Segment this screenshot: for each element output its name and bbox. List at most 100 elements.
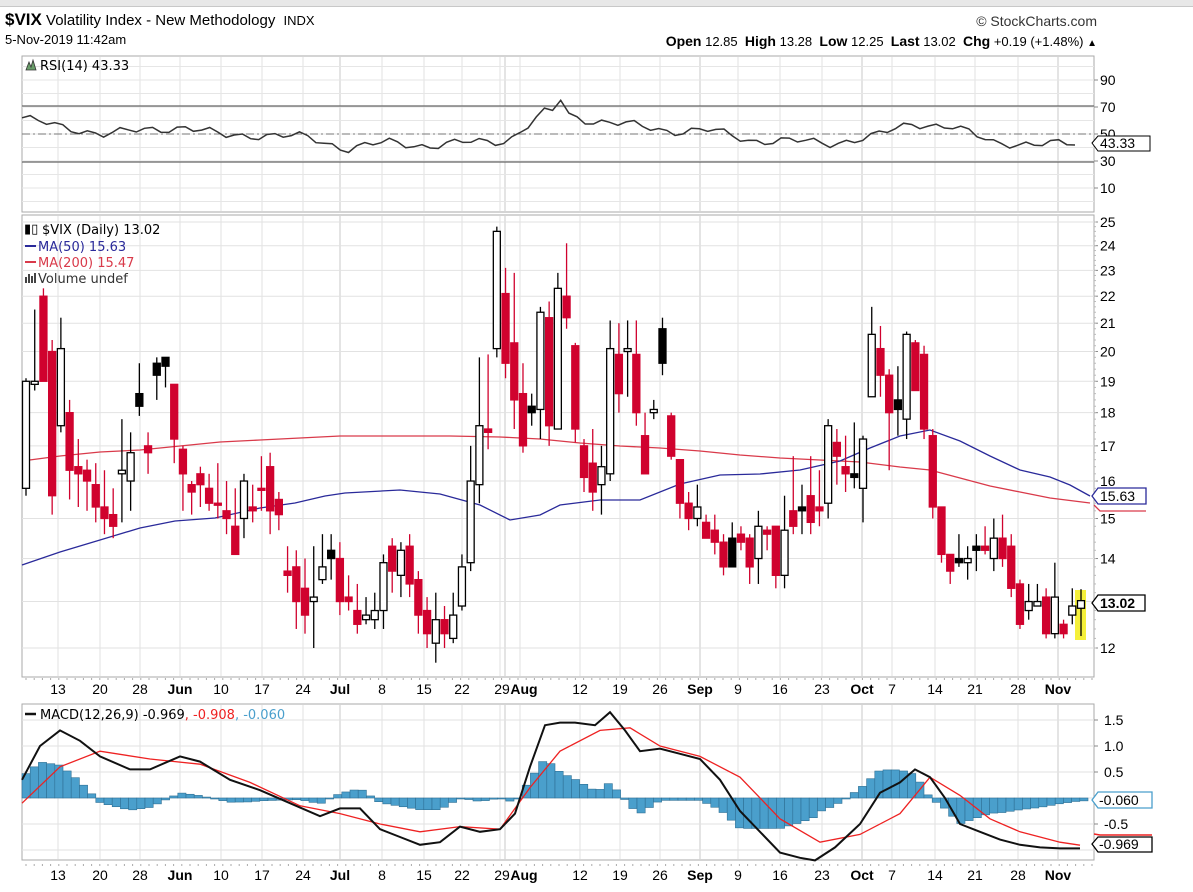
svg-text:28: 28 xyxy=(1010,681,1026,697)
candle xyxy=(841,466,850,475)
svg-text:23: 23 xyxy=(1100,262,1116,278)
signal-legend: , -0.908 xyxy=(185,708,235,723)
candle xyxy=(571,345,580,430)
candle xyxy=(780,529,789,577)
svg-text:Oct: Oct xyxy=(850,681,874,697)
svg-text:10: 10 xyxy=(213,867,229,883)
candle xyxy=(998,537,1007,560)
candle xyxy=(1050,596,1059,635)
candle xyxy=(649,408,658,414)
svg-text:Aug: Aug xyxy=(510,867,537,883)
candle xyxy=(379,562,388,612)
candle xyxy=(928,435,937,508)
svg-text:8: 8 xyxy=(378,681,386,697)
rsi-line xyxy=(21,99,1076,154)
svg-text:15: 15 xyxy=(1100,510,1116,526)
candle xyxy=(1076,600,1086,609)
candle xyxy=(483,428,493,433)
svg-text:Nov: Nov xyxy=(1045,681,1072,697)
candle xyxy=(1041,596,1051,635)
candle xyxy=(239,480,249,520)
candle xyxy=(1059,623,1068,635)
svg-text:22: 22 xyxy=(454,867,470,883)
candle xyxy=(536,311,545,411)
svg-text:Oct: Oct xyxy=(850,867,874,883)
candle xyxy=(745,537,754,568)
candle xyxy=(919,353,929,430)
candle xyxy=(361,614,371,621)
candle xyxy=(972,545,981,551)
svg-text:43.33: 43.33 xyxy=(1100,135,1135,151)
svg-text:Jul: Jul xyxy=(330,867,350,883)
candle xyxy=(963,557,972,564)
candle xyxy=(832,441,842,457)
candle xyxy=(21,380,31,489)
signal-line xyxy=(21,727,1081,846)
ma50-value-tag: 15.63 xyxy=(1091,487,1147,512)
candle xyxy=(1068,605,1077,616)
candle xyxy=(39,295,48,382)
svg-text:10: 10 xyxy=(213,681,229,697)
candle xyxy=(937,506,946,556)
candle xyxy=(388,545,397,572)
svg-text:14: 14 xyxy=(927,681,943,697)
up-arrow-icon: ▲ xyxy=(1087,38,1097,49)
chart-datetime: 5-Nov-2019 11:42am xyxy=(5,32,127,47)
svg-text:90: 90 xyxy=(1100,72,1116,88)
svg-text:25: 25 xyxy=(1100,214,1116,230)
candle xyxy=(675,459,685,504)
svg-text:16: 16 xyxy=(1100,473,1116,489)
last-value: 13.02 xyxy=(923,34,956,49)
candle xyxy=(606,347,615,475)
candle xyxy=(178,448,188,475)
hist-value-tag: -0.060 xyxy=(1091,791,1153,809)
svg-text:22: 22 xyxy=(454,681,470,697)
candle xyxy=(405,545,414,585)
low-value: 12.25 xyxy=(851,34,884,49)
svg-text:16: 16 xyxy=(772,681,788,697)
candle xyxy=(152,362,161,376)
candle xyxy=(309,596,318,603)
candle xyxy=(265,466,275,512)
candle xyxy=(370,609,379,621)
candle xyxy=(527,405,536,414)
ma50-legend: MA(50) 15.63 xyxy=(38,240,126,255)
last-label: Last xyxy=(890,33,920,49)
candle xyxy=(466,480,475,564)
candle xyxy=(135,392,144,407)
candle xyxy=(597,466,606,486)
candle xyxy=(353,609,362,625)
open-label: Open xyxy=(665,33,702,49)
candlesticks xyxy=(21,226,1086,663)
candle xyxy=(632,353,641,414)
candle xyxy=(170,383,179,440)
svg-text:Sep: Sep xyxy=(687,867,713,883)
svg-text:17: 17 xyxy=(254,867,270,883)
svg-text:-0.060: -0.060 xyxy=(1099,792,1139,808)
svg-text:12: 12 xyxy=(572,681,588,697)
macd-line xyxy=(21,710,1080,862)
candle xyxy=(719,541,728,568)
svg-text:20: 20 xyxy=(1100,344,1116,360)
candle xyxy=(797,506,807,512)
svg-text:14: 14 xyxy=(927,867,943,883)
svg-text:23: 23 xyxy=(814,867,830,883)
candle xyxy=(640,435,650,475)
candle xyxy=(492,230,501,350)
histogram-legend: , -0.060 xyxy=(235,708,285,723)
price-panel: 2524232221201918171615141312 ▮▯ $VIX (Da… xyxy=(21,214,1147,678)
candle xyxy=(501,292,510,364)
svg-text:12: 12 xyxy=(572,867,588,883)
chg-label: Chg xyxy=(963,33,991,49)
candle xyxy=(867,333,876,398)
candle xyxy=(161,356,170,367)
candle xyxy=(449,614,458,640)
open-value: 12.85 xyxy=(705,34,738,49)
svg-text:29: 29 xyxy=(494,867,510,883)
candle xyxy=(614,353,624,395)
svg-text:28: 28 xyxy=(132,867,148,883)
svg-text:30: 30 xyxy=(1100,153,1116,169)
candle xyxy=(126,452,135,482)
copyright: © StockCharts.com xyxy=(976,13,1097,29)
candle xyxy=(300,587,310,616)
